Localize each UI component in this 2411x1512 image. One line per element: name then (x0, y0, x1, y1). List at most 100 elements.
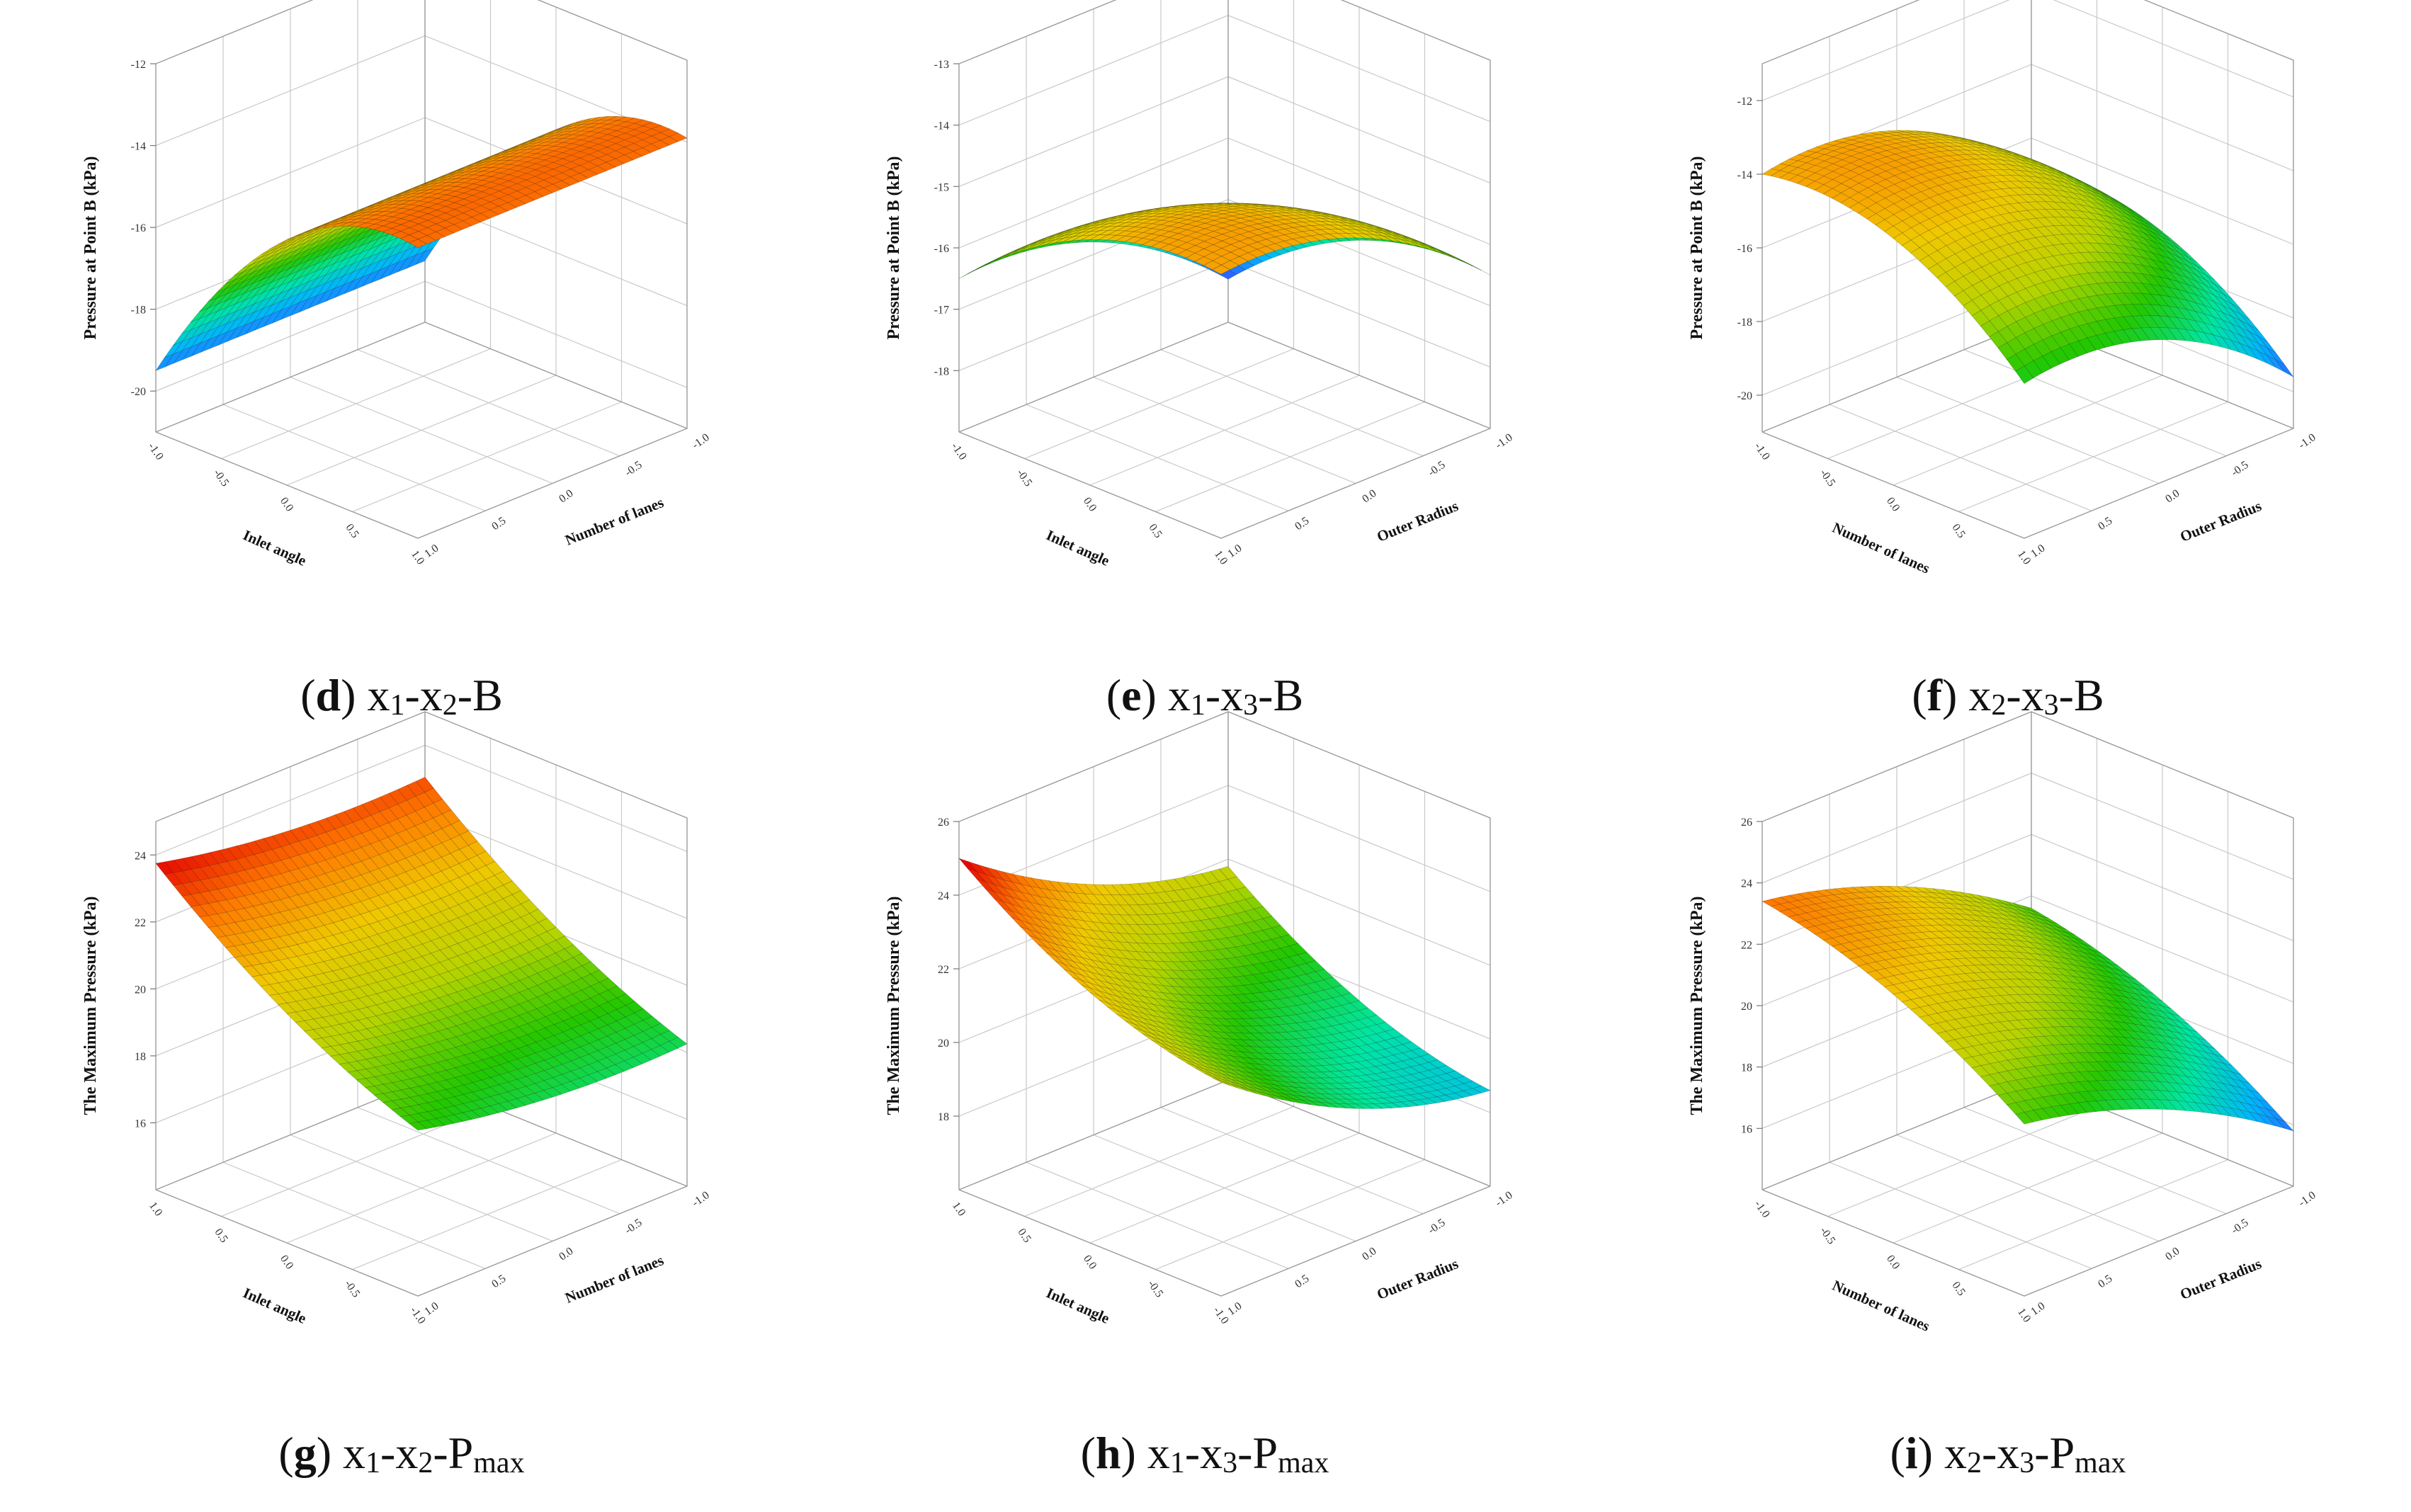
z-axis-title: The Maximum Pressure (kPa) (885, 896, 903, 1115)
y-tick-label: 0.0 (2163, 487, 2182, 505)
z-tick-label: -17 (934, 305, 949, 317)
z-axis-title: The Maximum Pressure (kPa) (81, 896, 100, 1115)
gridlines (155, 0, 688, 539)
caption-letter: e (1121, 670, 1142, 720)
x-tick-label: -0.5 (211, 467, 231, 489)
chart-panel-h: 18 20 22 24 26 1.0 0.5 0.0 -0.5 -1.0 1.0 0.5 0.0 -0.5… (803, 711, 1606, 1395)
y-tick-label: 0.5 (2096, 1273, 2114, 1290)
z-tick-label: 22 (135, 917, 146, 929)
z-tick-label: -16 (934, 243, 949, 255)
y-tick-label: 0.0 (2163, 1245, 2182, 1263)
x-tick-label: 0.0 (278, 495, 295, 513)
z-tick-label: 24 (938, 890, 949, 902)
panel-caption-e: (e) x1-x3-B (1106, 670, 1304, 722)
x-axis-title: Inlet angle (1044, 1284, 1113, 1327)
y-tick-label: 0.5 (489, 515, 508, 533)
panel-caption-i: (i) x2-x3-Pmax (1890, 1428, 2126, 1479)
x-axis-title: Inlet angle (1044, 526, 1113, 569)
x-tick-label: 0.0 (1884, 1253, 1902, 1271)
y-tick-label: -1.0 (690, 431, 711, 451)
z-tick-label: 16 (135, 1118, 146, 1130)
x-axis-title: Number of lanes (1829, 519, 1932, 577)
z-ticks: -18 -17 -16 -15 -14 -13 (934, 59, 959, 377)
surface-plot-g: 16182022241.00.50.0-0.5-1.01.00.50.0-0.5… (81, 711, 712, 1327)
y-tick-label: -0.5 (623, 1217, 644, 1237)
y-axis-title: Number of lanes (562, 1251, 666, 1307)
y-tick-label: -1.0 (1493, 1189, 1514, 1209)
surface-plot-d: -20-18-16-14-12-1.0-0.50.00.51.01.00.50.… (81, 0, 712, 569)
y-tick-label: -0.5 (1426, 459, 1447, 479)
z-tick-label: -16 (1737, 243, 1752, 255)
y-tick-label: 0.0 (1360, 487, 1378, 505)
caption-letter: g (293, 1428, 317, 1478)
x-tick-label: 0.5 (343, 522, 361, 540)
caption-letter: f (1927, 670, 1942, 720)
surface-mesh (1762, 885, 2294, 1132)
chart-panel-f: -20 -18 -16 -14 -12 -1.0 -0.5 0.0 0.5 1.0 1.0 0.5 0.… (1606, 0, 2410, 637)
y-tick-label: 0.5 (2096, 515, 2114, 533)
x-axis-title: Inlet angle (241, 1284, 310, 1327)
x-tick-label: 1.0 (147, 1200, 164, 1218)
caption-letter: i (1905, 1428, 1918, 1478)
x-tick-label: 0.0 (1081, 495, 1099, 513)
y-tick-label: -1.0 (2296, 431, 2318, 451)
z-tick-label: 22 (938, 964, 949, 976)
y-axis-title: Outer Radius (2178, 497, 2264, 545)
x-tick-label: -1.0 (1752, 1198, 1771, 1220)
z-tick-label: -15 (934, 181, 949, 193)
x-tick-label: -0.5 (1014, 467, 1034, 489)
y-tick-label: 0.5 (1293, 515, 1311, 533)
z-tick-label: 24 (1741, 878, 1752, 890)
y-tick-label: 0.0 (557, 487, 575, 505)
y-axis-title: Outer Radius (1375, 497, 1461, 545)
z-tick-label: 24 (135, 850, 146, 862)
x-tick-label: 0.5 (1949, 522, 1967, 540)
y-ticks: 1.00.50.0-0.5-1.0 (2029, 431, 2318, 560)
x-tick-label: 0.5 (1949, 1280, 1967, 1298)
x-tick-label: 0.0 (1081, 1253, 1099, 1271)
caption-letter: d (315, 670, 341, 720)
y-tick-label: -0.5 (1426, 1217, 1447, 1237)
z-tick-label: -14 (1737, 169, 1752, 181)
y-axis-title: Outer Radius (2178, 1255, 2264, 1303)
y-tick-label: 0.5 (1293, 1273, 1311, 1290)
x-tick-label: 0.0 (278, 1253, 295, 1271)
y-tick-label: -0.5 (2229, 1217, 2250, 1237)
chart-panel-e: -18 -17 -16 -15 -14 -13 -1.0 -0.5 0.0 0.5 1.0 1.0 0.… (803, 0, 1606, 637)
x-tick-label: -0.5 (1817, 1225, 1837, 1246)
z-ticks: 18 20 22 24 26 (938, 817, 959, 1123)
z-tick-label: -12 (1737, 96, 1752, 108)
panel-caption-d: (d) x1-x2-B (300, 670, 503, 722)
z-ticks: -20 -18 -16 -14 -12 (1737, 96, 1762, 402)
z-tick-label: 20 (938, 1038, 949, 1050)
y-tick-label: -1.0 (690, 1189, 711, 1209)
z-tick-label: -20 (131, 386, 146, 398)
panel-caption-f: (f) x2-x3-B (1912, 670, 2104, 722)
z-ticks: 16 18 20 22 24 (135, 850, 156, 1130)
z-axis-title: Pressure at Point B (kPa) (1688, 156, 1706, 339)
z-axis-title: The Maximum Pressure (kPa) (1688, 896, 1706, 1115)
x-tick-label: 0.5 (212, 1227, 229, 1245)
z-tick-label: 18 (135, 1051, 146, 1063)
surface-plot-e: -18-17-16-15-14-13-1.0-0.50.00.51.01.00.… (885, 0, 1515, 569)
chart-panel-d: -20 -18 -16 -14 -12 -1.0 -0.5 0.0 0.5 1.0 1.0 0.5 0.… (0, 0, 803, 637)
caption-letter: h (1095, 1428, 1121, 1478)
z-tick-label: 26 (938, 817, 949, 829)
y-axis-title: Number of lanes (562, 494, 666, 549)
surface-plot-h: 18202224261.00.50.0-0.5-1.01.00.50.0-0.5… (885, 711, 1515, 1327)
y-tick-label: -1.0 (1493, 431, 1514, 451)
surface-plot-i: 161820222426-1.0-0.50.00.51.01.00.50.0-0… (1688, 711, 2318, 1335)
x-tick-label: -0.5 (342, 1278, 362, 1300)
x-tick-label: -1.0 (948, 440, 968, 462)
z-tick-label: 18 (938, 1111, 949, 1123)
z-tick-label: -18 (131, 305, 146, 317)
x-tick-label: 0.5 (1146, 522, 1164, 540)
z-tick-label: 26 (1741, 817, 1752, 829)
z-tick-label: 16 (1741, 1123, 1752, 1135)
z-tick-label: -14 (131, 141, 146, 153)
y-tick-label: 0.0 (1360, 1245, 1378, 1263)
x-tick-label: 0.5 (1015, 1227, 1033, 1245)
surface-mesh (155, 776, 688, 1131)
x-tick-label: -1.0 (145, 440, 165, 462)
surface-mesh (155, 115, 688, 371)
